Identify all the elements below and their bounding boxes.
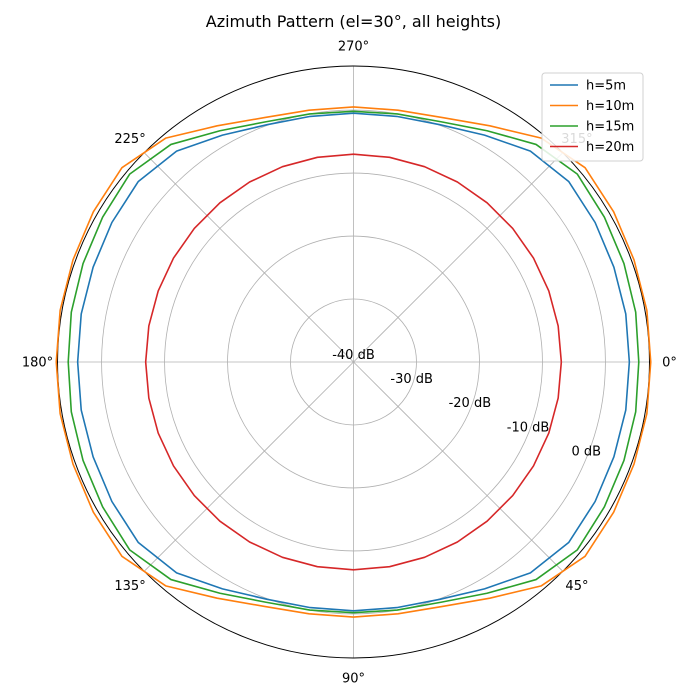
- angle-tick-label: 270°: [338, 40, 369, 55]
- angle-tick-label: 45°: [565, 579, 588, 594]
- legend-label: h=5m: [586, 79, 626, 94]
- grid: [57, 65, 650, 659]
- angle-tick-label: 225°: [114, 132, 145, 147]
- angle-tick-label: 0°: [662, 356, 677, 371]
- legend: h=5m h=10m h=15m h=20m: [541, 72, 644, 162]
- angle-gridline: [353, 152, 564, 363]
- radial-gridline: [227, 235, 480, 489]
- angle-tick-label: 180°: [22, 356, 53, 371]
- polar-frame: [57, 65, 650, 659]
- series-line: [55, 106, 652, 618]
- angle-gridline: [353, 361, 564, 572]
- series-line: [144, 153, 563, 571]
- legend-label: h=10m: [586, 99, 634, 114]
- series-line: [67, 110, 640, 614]
- radial-tick-label: -10 dB: [507, 420, 550, 435]
- radial-tick-label: -40 dB: [332, 348, 375, 363]
- radial-gridline: [290, 298, 417, 426]
- legend-label: h=15m: [586, 120, 634, 135]
- series-group: [55, 106, 652, 618]
- chart-title: Azimuth Pattern (el=30°, all heights): [206, 12, 502, 31]
- radial-tick-label: 0 dB: [571, 444, 601, 459]
- angle-tick-label: 90°: [342, 672, 365, 687]
- radial-gridline: [101, 109, 606, 615]
- radial-tick-label: -20 dB: [449, 396, 492, 411]
- legend-label: h=20m: [586, 140, 634, 155]
- series-line: [76, 112, 631, 612]
- legend-box: [541, 72, 644, 162]
- angle-gridline: [143, 361, 354, 572]
- angle-tick-label: 135°: [114, 579, 145, 594]
- radial-tick-label: -30 dB: [390, 372, 433, 387]
- angle-gridline: [143, 152, 354, 363]
- radial-gridline: [164, 172, 543, 552]
